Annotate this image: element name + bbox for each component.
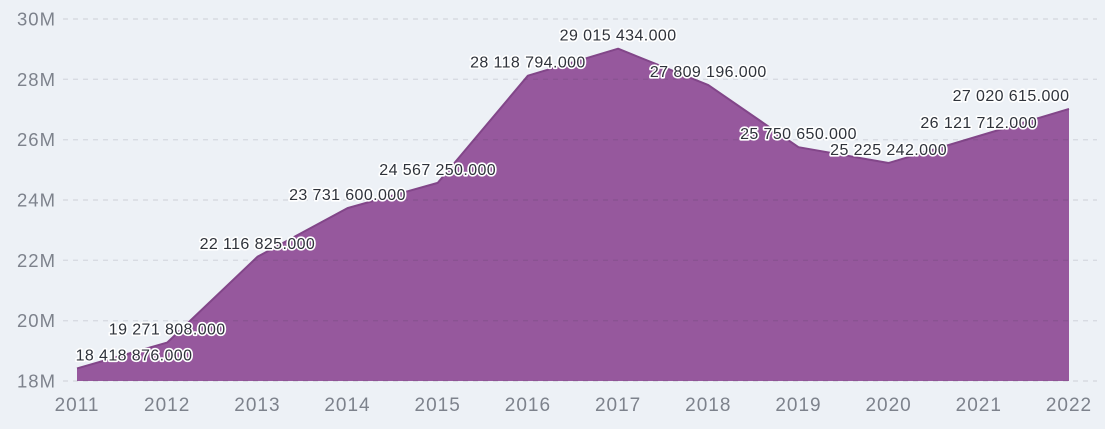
x-axis-tick-label: 2012 — [144, 395, 190, 416]
data-point-label: 27 809 196.000 — [650, 64, 767, 81]
y-axis-tick-label: 24M — [17, 190, 56, 211]
data-point-label: 19 271 808.000 — [109, 322, 226, 339]
x-axis-tick-label: 2022 — [1046, 395, 1092, 416]
area-series-fill — [77, 48, 1069, 381]
y-axis-tick-label: 18M — [17, 371, 56, 392]
area-series-line — [76, 47, 1070, 370]
y-axis-tick-label: 20M — [17, 310, 56, 331]
x-axis: 2011 2012 2013 2014 2015 2016 2017 2018 2019 2020… — [55, 395, 1092, 416]
data-point-label: 25 225 242.000 — [830, 142, 947, 159]
x-axis-tick-label: 2020 — [865, 395, 911, 416]
data-point-label: 23 731 600.000 — [289, 187, 406, 204]
data-point-label: 22 116 825.000 — [200, 236, 316, 253]
x-axis-tick-label: 2013 — [234, 395, 280, 416]
data-point-label: 26 121 712.000 — [920, 115, 1037, 132]
x-axis-tick-label: 2011 — [55, 395, 100, 416]
data-point-label: 29 015 434.000 — [560, 28, 677, 45]
data-point-label: 18 418 876.000 — [76, 347, 193, 364]
data-point-label: 28 118 794.000 — [470, 55, 586, 72]
x-axis-tick-label: 2017 — [595, 395, 641, 416]
gridlines — [63, 18, 1097, 382]
data-labels: 18 418 876.000 19 271 808.000 22 116 825.0… — [74, 26, 1071, 366]
data-point-label: 24 567 250.000 — [379, 162, 496, 179]
data-point-label: 27 020 615.000 — [953, 88, 1070, 105]
y-axis: 30M 28M 26M 24M 22M 20M 18M — [17, 9, 56, 392]
y-axis-tick-label: 22M — [17, 250, 56, 271]
x-axis-tick-label: 2018 — [685, 395, 731, 416]
x-axis-tick-label: 2015 — [415, 395, 461, 416]
y-axis-tick-label: 26M — [17, 129, 56, 150]
x-axis-tick-label: 2021 — [956, 395, 1002, 416]
y-axis-tick-label: 28M — [17, 69, 56, 90]
x-axis-tick-label: 2014 — [324, 395, 370, 416]
y-axis-tick-label: 30M — [17, 9, 56, 30]
x-axis-tick-label: 2019 — [775, 395, 821, 416]
x-axis-tick-label: 2016 — [505, 395, 551, 416]
data-point-label: 25 750 650.000 — [740, 126, 857, 143]
